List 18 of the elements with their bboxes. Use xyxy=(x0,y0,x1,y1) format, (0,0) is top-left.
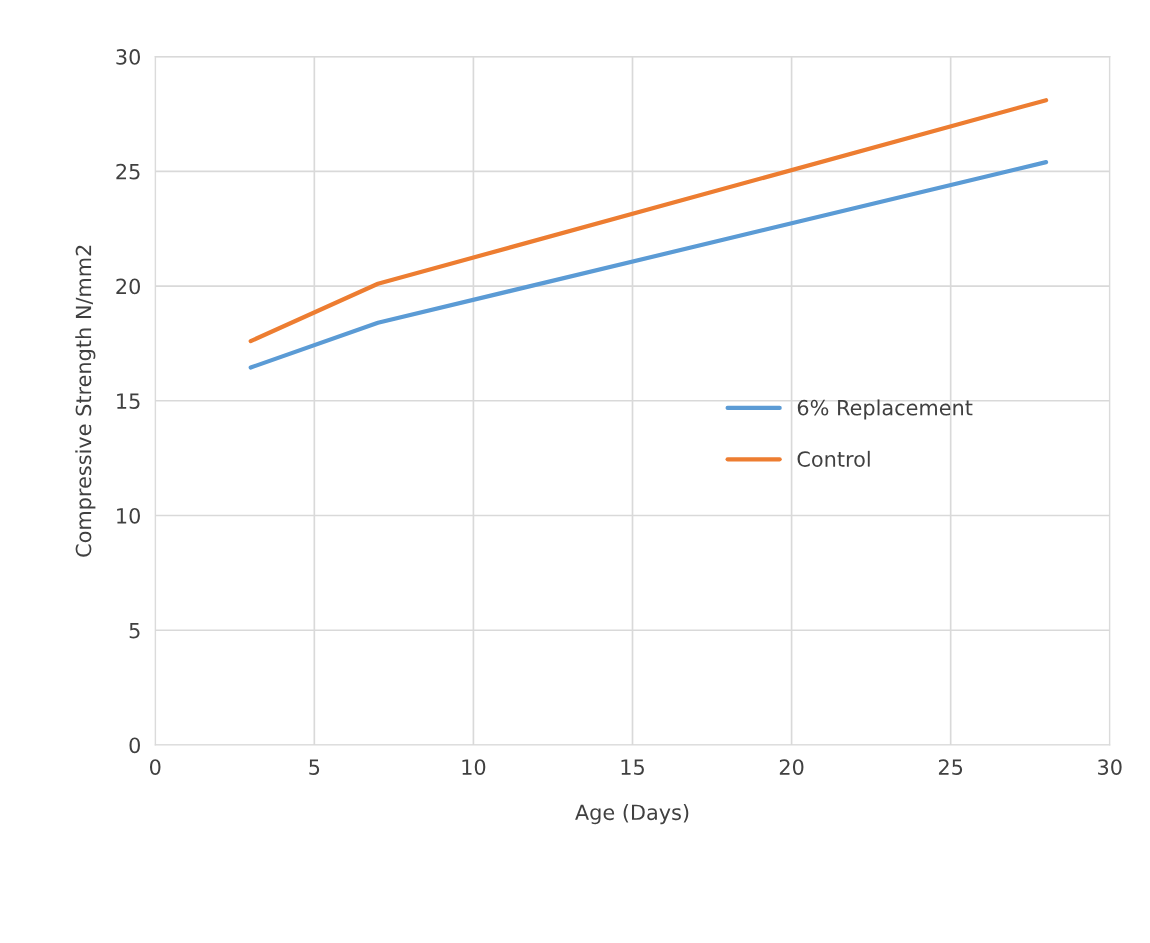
y-tick-label: 15 xyxy=(117,393,140,409)
y-tick-label: 5 xyxy=(129,622,140,639)
y-tick-label: 20 xyxy=(116,278,140,295)
legend-label: 6% Replacement xyxy=(797,399,973,420)
x-tick-label: 25 xyxy=(938,759,963,775)
x-tick-label: 10 xyxy=(462,759,486,775)
y-tick-label: 25 xyxy=(116,163,140,180)
x-tick-label: 0 xyxy=(150,759,161,775)
y-tick-label: 0 xyxy=(129,737,140,754)
x-tick-label: 20 xyxy=(779,759,804,775)
y-tick-label: 10 xyxy=(117,507,140,524)
x-tick-label: 5 xyxy=(309,759,320,775)
y-axis-title: Compressive Strength N/mm2 xyxy=(75,245,96,557)
x-tick-label: 30 xyxy=(1098,759,1122,775)
x-tick-label: 15 xyxy=(621,759,644,775)
y-tick-label: 30 xyxy=(116,49,140,65)
legend-label: Control xyxy=(797,450,870,467)
x-axis-title: Age (Days) xyxy=(575,804,689,825)
